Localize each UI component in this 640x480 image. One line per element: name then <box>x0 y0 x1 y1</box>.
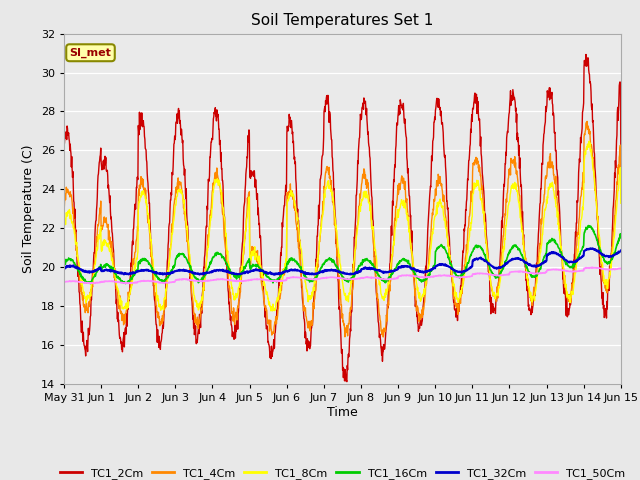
X-axis label: Time: Time <box>327 406 358 419</box>
Title: Soil Temperatures Set 1: Soil Temperatures Set 1 <box>252 13 433 28</box>
Text: SI_met: SI_met <box>70 48 111 58</box>
Y-axis label: Soil Temperature (C): Soil Temperature (C) <box>22 144 35 273</box>
Legend: TC1_2Cm, TC1_4Cm, TC1_8Cm, TC1_16Cm, TC1_32Cm, TC1_50Cm: TC1_2Cm, TC1_4Cm, TC1_8Cm, TC1_16Cm, TC1… <box>55 464 630 480</box>
